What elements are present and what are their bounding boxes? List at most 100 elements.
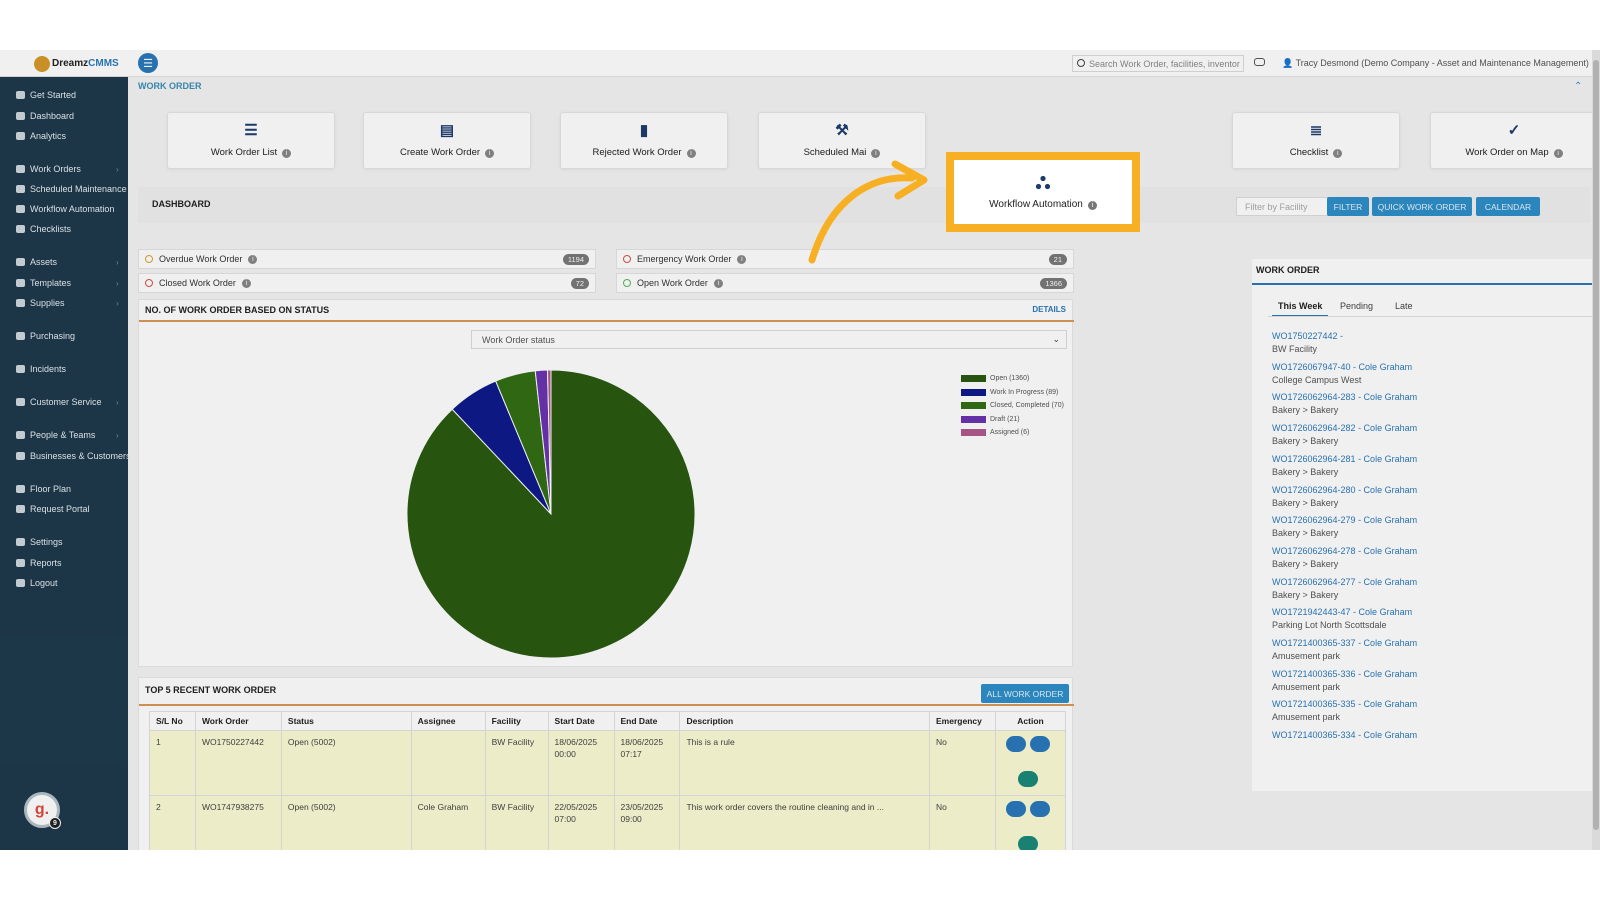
work-order-link[interactable]: WO1726062964-278 - Cole Graham [1272, 545, 1418, 556]
info-icon[interactable]: i [871, 149, 881, 158]
sidebar-item-supplies[interactable]: Supplies › [16, 298, 119, 308]
list-item[interactable]: WO1721400365-337 - Cole Graham Amusement … [1272, 638, 1600, 661]
tab-late[interactable]: Late [1395, 301, 1413, 311]
work-order-link[interactable]: WO1726067947-40 - Cole Graham [1272, 361, 1413, 372]
info-icon[interactable]: i [686, 149, 696, 158]
sidebar-item-dashboard[interactable]: Dashboard [16, 111, 74, 121]
edit-button[interactable] [1030, 736, 1051, 752]
info-icon[interactable]: i [713, 278, 723, 288]
list-item[interactable]: WO1721400365-335 - Cole Graham Amusement … [1272, 699, 1600, 722]
user-menu[interactable]: 👤 Tracy Desmond (Demo Company - Asset an… [1282, 58, 1599, 69]
info-icon[interactable]: i [248, 254, 258, 264]
sidebar-item-workflow-automation[interactable]: Workflow Automation [16, 204, 114, 214]
app-logo[interactable]: Dreamz CMMS [0, 50, 128, 77]
card-work-order-list[interactable]: ☰ Work Order List i [167, 112, 335, 169]
search-input[interactable]: Search Work Order, facilities, inventor [1072, 55, 1244, 72]
view-button[interactable] [1006, 736, 1027, 752]
work-order-link[interactable]: WO1750227442 - [1272, 331, 1344, 341]
info-icon[interactable]: i [737, 254, 747, 264]
legend-item[interactable]: Assigned (6) [961, 426, 1064, 440]
card-create-work-order[interactable]: ▤ Create Work Order i [363, 112, 531, 169]
view-button[interactable] [1006, 801, 1027, 817]
sidebar-item-settings[interactable]: Settings [16, 537, 63, 547]
status-select[interactable]: Work Order status ⌄ [471, 330, 1067, 349]
comment-button[interactable] [1018, 771, 1039, 787]
stat-overdue-work-order[interactable]: Overdue Work Order i 1194 [138, 249, 596, 269]
page-scrollbar[interactable] [1592, 50, 1600, 850]
list-item[interactable]: WO1726062964-282 - Cole Graham Bakery > B… [1272, 423, 1600, 446]
legend-item[interactable]: Closed, Completed (70) [961, 399, 1064, 413]
sidebar-item-work-orders[interactable]: Work Orders › [16, 164, 119, 174]
work-order-link[interactable]: WO1726062964-283 - Cole Graham [1272, 392, 1418, 403]
card-checklist[interactable]: ≣ Checklist i [1232, 112, 1400, 169]
sidebar-item-businesses-customers[interactable]: Businesses & Customers › [16, 451, 131, 461]
work-order-link[interactable]: WO1721400365-335 - Cole Graham [1272, 699, 1418, 710]
sidebar-item-purchasing[interactable]: Purchasing [16, 331, 75, 341]
card-work-order-on-map[interactable]: ✓ Work Order on Map i [1430, 112, 1598, 169]
pie-slice-assigned[interactable] [546, 369, 552, 515]
avatar[interactable]: g. 9 [24, 792, 61, 829]
table-row[interactable]: 1 WO1750227442 Open (5002) BW Facility 18/06… [149, 730, 1067, 796]
work-order-link[interactable]: WO1721942443-47 - Cole Graham [1272, 607, 1413, 618]
card-scheduled-maintenance[interactable]: ⚒ Scheduled Mai i [758, 112, 926, 169]
info-icon[interactable]: i [282, 149, 292, 158]
info-icon[interactable]: i [1087, 200, 1097, 210]
legend-item[interactable]: Draft (21) [961, 413, 1064, 427]
calendar-button[interactable]: CALENDAR [1476, 197, 1540, 216]
workflow-automation-card-highlighted[interactable]: Workflow Automation i [946, 152, 1140, 232]
sidebar-item-checklists[interactable]: Checklists [16, 224, 71, 234]
info-icon[interactable]: i [1333, 149, 1343, 158]
list-item[interactable]: WO1726062964-280 - Cole Graham Bakery > B… [1272, 485, 1600, 508]
sidebar-item-request-portal[interactable]: Request Portal [16, 504, 90, 514]
work-order-link[interactable]: WO1726062964-281 - Cole Graham [1272, 453, 1418, 464]
tab-pending[interactable]: Pending [1340, 301, 1374, 311]
sidebar-item-floor-plan[interactable]: Floor Plan [16, 484, 71, 494]
list-item[interactable]: WO1726067947-40 - Cole Graham College Cam… [1272, 362, 1600, 385]
list-item[interactable]: WO1721942443-47 - Cole Graham Parking Lot… [1272, 607, 1600, 630]
filter-facility-input[interactable]: Filter by Facility [1236, 197, 1354, 216]
sidebar-item-people-teams[interactable]: People & Teams › [16, 430, 119, 440]
work-order-link[interactable]: WO1721400365-336 - Cole Graham [1272, 668, 1418, 679]
sidebar-item-customer-service[interactable]: Customer Service › [16, 397, 119, 407]
legend-item[interactable]: Work In Progress (89) [961, 386, 1064, 400]
sidebar-item-templates[interactable]: Templates › [16, 278, 119, 288]
edit-button[interactable] [1030, 801, 1051, 817]
sidebar-item-assets[interactable]: Assets › [16, 257, 119, 267]
table-row[interactable]: 2 WO1747938275 Open (5002) Cole Graham BW Fa… [149, 795, 1067, 850]
comment-button[interactable] [1018, 836, 1039, 850]
stat-closed-work-order[interactable]: Closed Work Order i 72 [138, 273, 596, 293]
list-item[interactable]: WO1726062964-281 - Cole Graham Bakery > B… [1272, 454, 1600, 477]
work-order-link[interactable]: WO1726062964-277 - Cole Graham [1272, 576, 1418, 587]
sidebar-item-incidents[interactable]: Incidents [16, 364, 66, 374]
pie-slice-open[interactable] [406, 369, 696, 659]
stat-open-work-order[interactable]: Open Work Order i 1366 [616, 273, 1074, 293]
info-icon[interactable]: i [1553, 149, 1563, 158]
tab-this-week[interactable]: This Week [1272, 301, 1329, 317]
work-order-link[interactable]: WO1726062964-280 - Cole Graham [1272, 484, 1418, 495]
list-item[interactable]: WO1726062964-277 - Cole Graham Bakery > B… [1272, 577, 1600, 600]
collapse-icon[interactable]: ⌃ [1574, 81, 1583, 92]
sidebar-item-reports[interactable]: Reports [16, 558, 62, 568]
list-item[interactable]: WO1726062964-278 - Cole Graham Bakery > B… [1272, 546, 1600, 569]
list-item[interactable]: WO1721400365-336 - Cole Graham Amusement … [1272, 669, 1600, 692]
menu-toggle-button[interactable]: ☰ [138, 53, 158, 73]
sidebar-item-analytics[interactable]: Analytics [16, 131, 66, 141]
list-item[interactable]: WO1721400365-334 - Cole Graham18/06/2025 [1272, 730, 1600, 743]
filter-button[interactable]: FILTER [1327, 197, 1369, 216]
work-order-link[interactable]: WO1726062964-282 - Cole Graham [1272, 423, 1418, 434]
work-order-link[interactable]: WO1726062964-279 - Cole Graham [1272, 515, 1418, 526]
quick-work-order-button[interactable]: QUICK WORK ORDER [1372, 197, 1472, 216]
info-icon[interactable]: i [485, 149, 495, 158]
legend-item[interactable]: Open (1360) [961, 372, 1064, 386]
sidebar-item-scheduled-maintenance[interactable]: Scheduled Maintenance [16, 184, 127, 194]
all-work-order-button[interactable]: ALL WORK ORDER [981, 684, 1069, 703]
list-item[interactable]: WO1726062964-283 - Cole Graham Bakery > B… [1272, 392, 1600, 415]
work-order-link[interactable]: WO1721400365-337 - Cole Graham [1272, 638, 1418, 648]
list-item[interactable]: WO1726062964-279 - Cole Graham Bakery > B… [1272, 515, 1600, 538]
card-rejected-work-order[interactable]: ▮ Rejected Work Order i [560, 112, 728, 169]
details-link[interactable]: DETAILS [1032, 305, 1066, 314]
work-order-link[interactable]: WO1721400365-334 - Cole Graham [1272, 730, 1418, 741]
sidebar-item-get-started[interactable]: Get Started [16, 90, 76, 100]
stat-emergency-work-order[interactable]: Emergency Work Order i 21 [616, 249, 1074, 269]
chat-icon[interactable] [1254, 58, 1265, 66]
